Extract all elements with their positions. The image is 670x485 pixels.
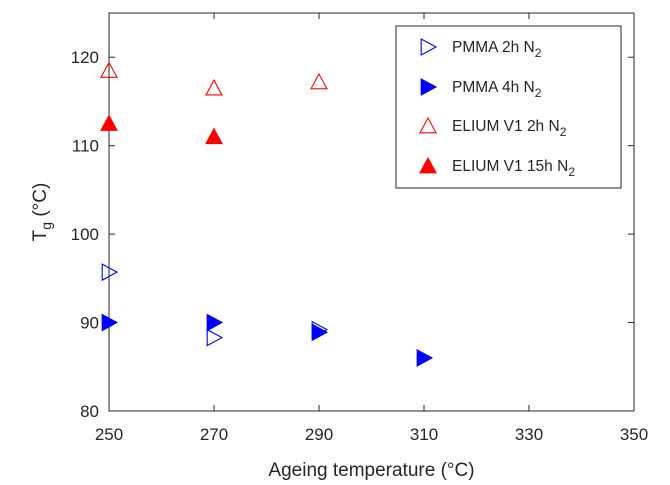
data-point: [101, 313, 119, 332]
x-tick-label: 330: [515, 425, 543, 444]
legend-marker: [419, 156, 437, 174]
y-tick-label: 110: [72, 137, 99, 156]
legend-marker: [420, 38, 438, 56]
data-point: [205, 127, 223, 145]
x-tick-label: 290: [305, 425, 333, 444]
axis-ticks: [108, 13, 635, 412]
data-point: [311, 323, 329, 342]
x-axis-label: Ageing temperature (°C): [268, 460, 474, 481]
y-axis-label: Tg (°C): [30, 183, 54, 242]
legend-marker: [419, 116, 437, 134]
legend-label: PMMA 4h N2: [452, 79, 542, 100]
data-point: [416, 349, 434, 367]
x-tick-label: 270: [200, 425, 228, 444]
legend-label: ELIUM V1 15h N2: [452, 158, 575, 179]
y-tick-label: 100: [71, 225, 99, 244]
y-axis-label-sub: g: [38, 222, 54, 230]
x-tick-label: 250: [95, 425, 123, 444]
legend-marker: [420, 78, 438, 96]
data-point: [100, 114, 118, 131]
y-axis-label-rest: (°C): [30, 183, 51, 222]
data-point: [310, 72, 328, 90]
data-point: [206, 328, 224, 347]
legend: PMMA 2h N2 PMMA 4h N2 ELIUM V1 2h N2 ELIUM …: [395, 25, 622, 189]
x-tick-label: 350: [620, 425, 648, 444]
data-point: [205, 79, 223, 96]
legend-label: PMMA 2h N2: [452, 39, 542, 60]
y-axis-label-main: T: [30, 229, 51, 241]
data-point: [206, 313, 224, 332]
data-point: [101, 263, 119, 282]
y-tick-label: 120: [71, 48, 99, 67]
y-tick-label: 80: [80, 402, 99, 421]
data-point: [100, 61, 118, 78]
legend-label: ELIUM V1 2h N2: [452, 118, 567, 139]
y-tick-label: 90: [80, 314, 99, 333]
axis-tick-labels: 250 270 290 310 330 350 80 90 100 110 120: [71, 48, 649, 444]
x-tick-label: 310: [410, 425, 438, 444]
legend-box: [395, 25, 622, 189]
svg-text:Tg (°C): Tg (°C): [30, 183, 54, 242]
data-markers: [100, 61, 434, 367]
